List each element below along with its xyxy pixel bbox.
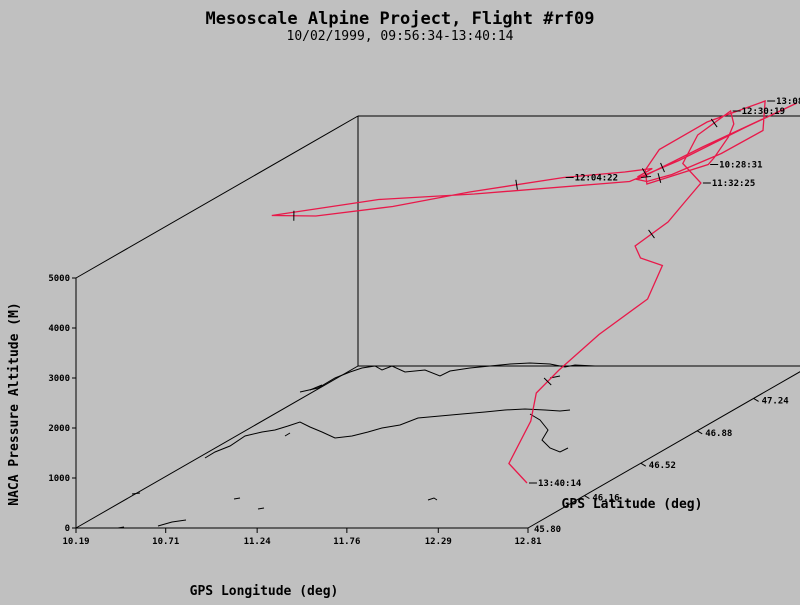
y-axis-line <box>527 371 800 529</box>
x-axis-label: GPS Longitude (deg) <box>190 584 339 599</box>
z-tick-label: 3000 <box>48 374 70 384</box>
top-diagonal-left <box>75 115 359 279</box>
direction-markers <box>293 118 718 386</box>
z-tick-label: 2000 <box>48 424 70 434</box>
x-tick-label: 10.19 <box>62 537 89 547</box>
y-tick-mark <box>753 397 759 402</box>
island-6 <box>427 497 438 501</box>
z-tick-label: 0 <box>65 524 70 534</box>
y-tick-label: 46.88 <box>705 429 732 439</box>
chart-title: Mesoscale Alpine Project, Flight #rf09 <box>206 9 595 29</box>
direction-tick <box>660 162 665 173</box>
x-tick-label: 11.24 <box>244 537 272 547</box>
time-annotation-label: 12:04:22 <box>575 174 618 184</box>
x-tick-label: 12.81 <box>514 537 541 547</box>
y-tick-label: 47.24 <box>762 396 790 406</box>
direction-tick <box>641 168 648 178</box>
y-tick-label: 46.52 <box>649 461 676 471</box>
chart-subtitle: 10/02/1999, 09:56:34-13:40:14 <box>287 29 514 44</box>
time-annotation-label: 11:32:25 <box>712 179 755 189</box>
y-tick-mark <box>640 462 647 467</box>
island-5 <box>257 507 265 510</box>
island-7 <box>157 519 187 527</box>
y-tick-label-origin: 45.80 <box>534 525 561 535</box>
z-tick-label: 1000 <box>48 474 70 484</box>
time-annotation-label: 12:30:19 <box>742 107 785 117</box>
direction-tick <box>710 118 718 128</box>
x-tick-label: 12.29 <box>425 537 452 547</box>
time-annotation-label: 13:40:14 <box>538 479 582 489</box>
island-4 <box>233 497 241 500</box>
x-tick-label: 10.71 <box>152 537 179 547</box>
direction-tick <box>515 179 518 190</box>
island-1 <box>309 384 323 391</box>
flight-track <box>271 100 798 484</box>
coastline-south <box>204 408 571 459</box>
y-tick-mark <box>584 495 590 500</box>
direction-tick <box>543 377 552 386</box>
axes-frame <box>75 115 800 529</box>
z-tick-label: 4000 <box>48 324 70 334</box>
island-9 <box>284 432 291 437</box>
direction-tick <box>641 175 652 179</box>
y-tick-label: 46.16 <box>592 494 619 504</box>
time-annotation-label: 10:28:31 <box>719 161 762 171</box>
z-tick-label: 5000 <box>48 274 70 284</box>
coastline-east <box>529 413 569 453</box>
direction-tick <box>648 229 655 239</box>
time-annotations: 12:30:1913:08:1611:00:2811:32:2510:28:31… <box>528 97 800 489</box>
axis-ticks: 10.19 10.71 11.24 11.76 12.29 12.81 0 1000 2000 3… <box>48 274 790 547</box>
y-tick-mark <box>696 430 703 435</box>
z-axis-label: NACA Pressure Altitude (M) <box>7 302 22 506</box>
floor-diagonal-left <box>75 365 359 529</box>
x-tick-label: 11.76 <box>333 537 360 547</box>
y-axis-label: GPS Latitude (deg) <box>562 497 703 512</box>
direction-tick <box>657 173 662 183</box>
coastline-map <box>117 362 596 529</box>
time-annotation-label: 13:08:16 <box>776 97 800 107</box>
coastline-north <box>299 362 596 393</box>
